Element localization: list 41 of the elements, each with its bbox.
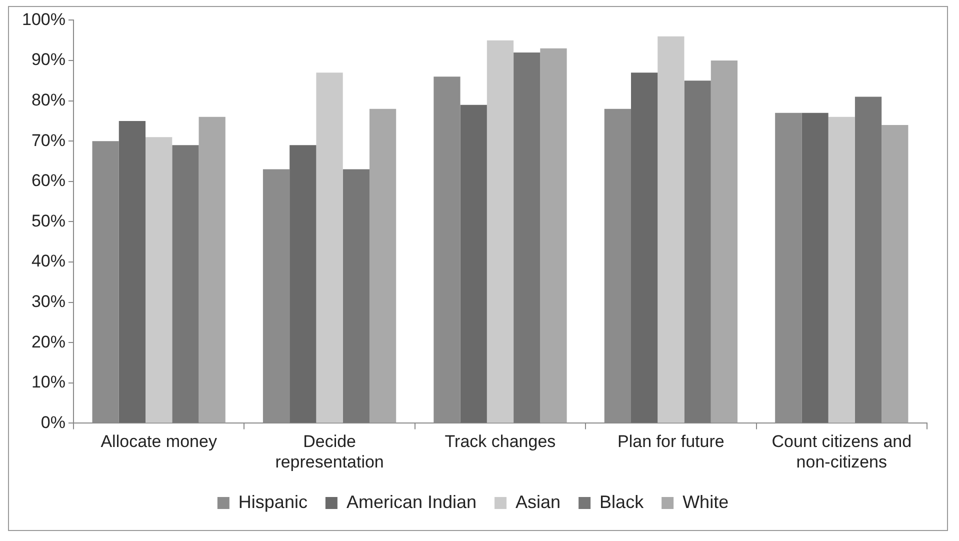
bar xyxy=(540,48,567,423)
y-tick-label: 20% xyxy=(31,332,66,352)
bar xyxy=(854,96,882,423)
x-tick-label: Track changes xyxy=(444,432,556,452)
bar xyxy=(369,108,396,423)
bar xyxy=(684,80,711,423)
y-tick-label: 30% xyxy=(31,292,66,311)
bar xyxy=(514,52,540,423)
y-tick-label: 70% xyxy=(31,130,66,150)
y-tick-label: 0% xyxy=(40,412,66,432)
y-tick-label: 100% xyxy=(22,10,66,29)
legend-label: White xyxy=(682,492,729,512)
x-tick-label: Count citizens and non-citizens xyxy=(772,432,912,472)
bar xyxy=(631,72,658,423)
bar xyxy=(146,137,172,423)
y-tick-label: 10% xyxy=(31,372,66,392)
bar xyxy=(290,145,316,423)
bar xyxy=(710,60,738,423)
y-tick-label: 60% xyxy=(31,171,66,190)
bar xyxy=(118,120,146,423)
bar xyxy=(342,169,370,423)
x-tick-label: Plan for future xyxy=(618,432,724,452)
bar xyxy=(828,116,855,423)
bar xyxy=(460,104,487,423)
legend-label: Hispanic xyxy=(238,492,308,512)
x-tick-label: Decide representation xyxy=(275,432,384,472)
bar xyxy=(198,116,226,423)
bar xyxy=(172,145,199,423)
bar xyxy=(802,112,828,423)
y-tick-label: 80% xyxy=(31,90,66,110)
legend-label: Black xyxy=(600,492,645,512)
legend-label: American Indian xyxy=(346,492,477,512)
y-tick-label: 40% xyxy=(31,252,66,271)
x-tick-label: Allocate money xyxy=(100,432,218,452)
y-tick-label: 50% xyxy=(31,211,66,230)
bar xyxy=(316,72,343,423)
bar xyxy=(882,124,908,423)
y-tick-label: 90% xyxy=(31,50,66,70)
legend-label: Asian xyxy=(516,492,561,512)
bar xyxy=(658,36,684,423)
bar xyxy=(486,40,514,423)
